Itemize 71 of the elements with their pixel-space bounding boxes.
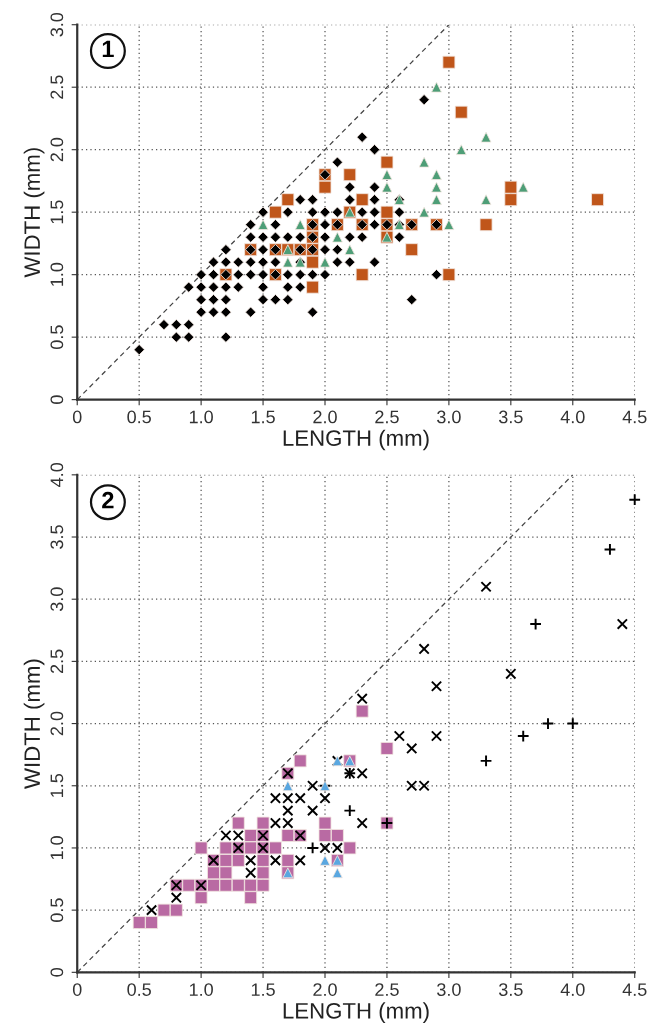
x-tick-label: 1.0 bbox=[189, 410, 213, 424]
y-tick-label: 0.5 bbox=[50, 325, 64, 349]
x-tick-label: 4.5 bbox=[622, 410, 647, 424]
x-tick-label: 4.5 bbox=[622, 983, 647, 996]
x-axis-title: LENGTH (mm) bbox=[283, 429, 429, 451]
point bbox=[356, 817, 368, 829]
point bbox=[616, 618, 628, 630]
x-tick-label: 0 bbox=[72, 410, 82, 424]
point bbox=[245, 854, 257, 867]
y-tick-label: 3.0 bbox=[50, 12, 64, 37]
y-tick-label: 1.5 bbox=[50, 200, 64, 224]
point bbox=[603, 543, 617, 556]
point bbox=[406, 742, 418, 755]
y-axis-title: WIDTH (mm) bbox=[23, 148, 45, 278]
y-tick-label: 4.0 bbox=[50, 462, 64, 487]
point bbox=[628, 493, 642, 507]
point bbox=[393, 730, 405, 742]
point bbox=[269, 854, 282, 867]
x-tick-label: 2.5 bbox=[375, 410, 399, 424]
point bbox=[306, 805, 319, 817]
point bbox=[170, 892, 182, 904]
x-tick-label: 1.0 bbox=[189, 983, 213, 996]
point bbox=[541, 717, 555, 730]
point bbox=[306, 841, 319, 855]
point bbox=[480, 581, 492, 593]
point bbox=[516, 729, 530, 743]
x-tick-label: 3.5 bbox=[498, 410, 523, 424]
y-tick-label: 1.0 bbox=[50, 262, 64, 286]
x-tick-label: 3.5 bbox=[498, 983, 523, 996]
y-tick-label: 2.5 bbox=[50, 649, 64, 674]
y-tick-label: 1.5 bbox=[50, 773, 64, 797]
x-tick-label: 3.0 bbox=[437, 410, 461, 424]
point bbox=[356, 693, 368, 705]
point bbox=[418, 643, 430, 655]
x-tick-label: 4.0 bbox=[560, 410, 585, 424]
point bbox=[566, 717, 580, 730]
point bbox=[430, 730, 443, 742]
point bbox=[343, 804, 357, 817]
y-tick-label: 3.0 bbox=[50, 587, 64, 612]
x-tick-label: 4.0 bbox=[560, 983, 585, 996]
x-tick-label: 0.5 bbox=[127, 983, 151, 996]
y-axis-title: WIDTH (mm) bbox=[23, 659, 45, 789]
x-tick-label: 2.0 bbox=[313, 983, 337, 996]
x-tick-label: 1.5 bbox=[251, 410, 275, 424]
y-tick-label: 0 bbox=[50, 968, 64, 977]
y-tick-label: 2.5 bbox=[50, 75, 64, 99]
point bbox=[145, 904, 158, 916]
point bbox=[245, 867, 257, 879]
point bbox=[294, 854, 306, 867]
point bbox=[306, 780, 319, 792]
point bbox=[319, 792, 331, 804]
y-tick-label: 2.0 bbox=[50, 711, 64, 736]
x-tick-label: 2.0 bbox=[313, 410, 337, 424]
y-tick-label: 2.0 bbox=[50, 137, 64, 162]
x-tick-label: 0 bbox=[72, 983, 82, 996]
y-tick-label: 1.0 bbox=[50, 836, 64, 860]
y-tick-label: 3.5 bbox=[50, 525, 64, 549]
point bbox=[282, 805, 294, 817]
x-tick-label: 1.5 bbox=[251, 983, 275, 996]
y-tick-label: 0 bbox=[50, 395, 64, 404]
y-tick-label: 0.5 bbox=[50, 898, 64, 922]
point bbox=[529, 617, 542, 631]
x-axis-title: LENGTH (mm) bbox=[283, 1002, 429, 1024]
text: 1 bbox=[102, 40, 114, 58]
x-tick-label: 0.5 bbox=[127, 410, 151, 424]
point bbox=[505, 668, 517, 680]
x-tick-label: 3.0 bbox=[437, 983, 461, 996]
text: 2 bbox=[102, 491, 114, 509]
x-tick-label: 2.5 bbox=[375, 983, 399, 996]
point bbox=[479, 754, 493, 768]
point bbox=[430, 680, 443, 692]
